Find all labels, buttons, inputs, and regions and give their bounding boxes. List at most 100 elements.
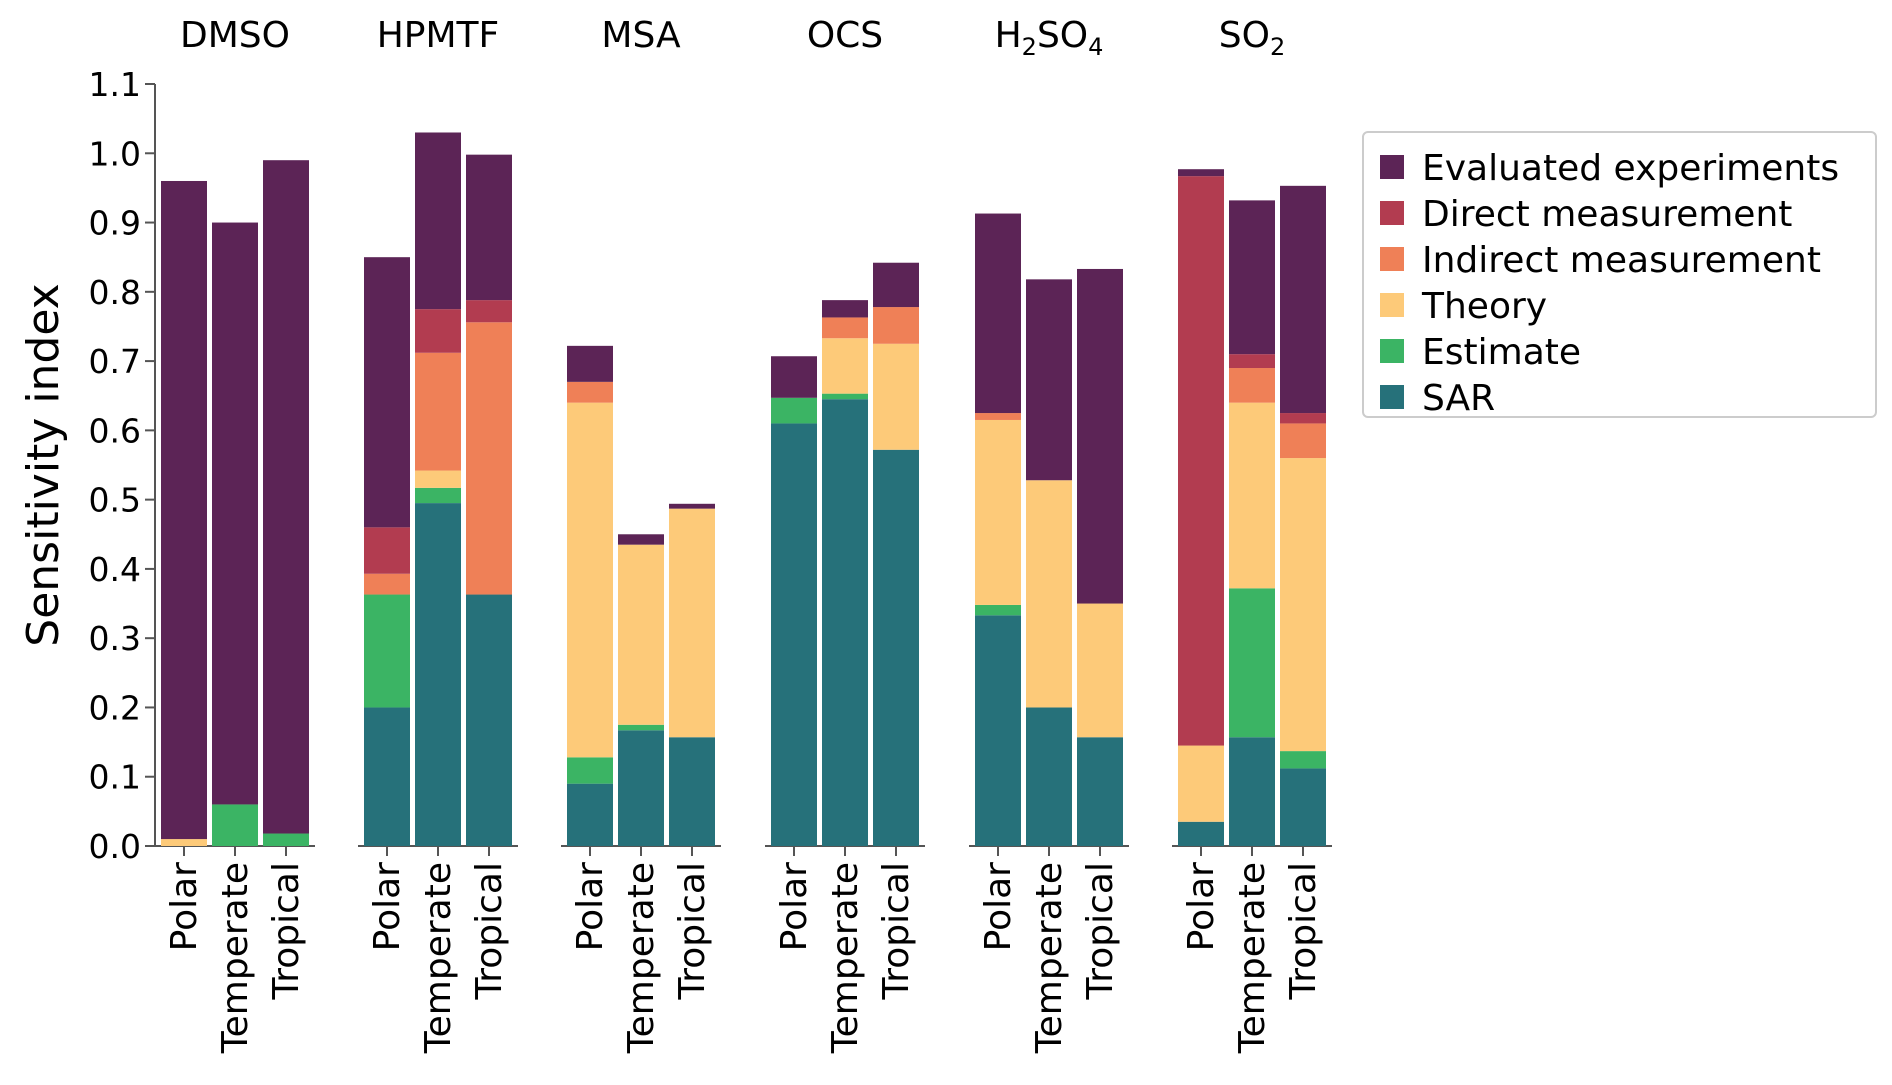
bar-segment-indirect-measurement bbox=[415, 352, 461, 471]
panel-title-part: 4 bbox=[1088, 33, 1103, 61]
bar-segment-sar bbox=[1229, 737, 1275, 846]
bar-segment-direct-measurement bbox=[1229, 354, 1275, 369]
bar-segment-theory bbox=[567, 402, 613, 758]
bar-segment-indirect-measurement bbox=[364, 573, 410, 595]
bar-segment-evaluated-experiments bbox=[873, 262, 919, 308]
y-tick-label: 0.0 bbox=[89, 827, 141, 866]
y-tick-label: 0.3 bbox=[89, 619, 141, 658]
bar-segment-sar bbox=[466, 594, 512, 846]
bar-segment-evaluated-experiments bbox=[1280, 185, 1326, 414]
panel-title: SO2 bbox=[1219, 15, 1285, 61]
bar-segment-evaluated-experiments bbox=[161, 180, 207, 840]
bar-segment-sar bbox=[873, 449, 919, 846]
x-tick-label: Temperate bbox=[825, 862, 866, 1054]
bar-segment-evaluated-experiments bbox=[1077, 268, 1123, 604]
y-tick-label: 0.6 bbox=[89, 411, 141, 450]
bar-segment-evaluated-experiments bbox=[1229, 200, 1275, 355]
panel-title: H2SO4 bbox=[995, 15, 1104, 61]
bar-segment-estimate bbox=[771, 397, 817, 424]
legend-label: Indirect measurement bbox=[1422, 240, 1821, 281]
bar-segment-sar bbox=[771, 423, 817, 846]
legend-swatch bbox=[1380, 385, 1404, 409]
bar-segment-evaluated-experiments bbox=[975, 213, 1021, 414]
bar-segment-indirect-measurement bbox=[822, 317, 868, 339]
bar-segment-estimate bbox=[822, 393, 868, 400]
legend-swatch bbox=[1380, 293, 1404, 317]
bar-segment-theory bbox=[1026, 480, 1072, 708]
bar-segment-theory bbox=[1077, 603, 1123, 738]
panel-title: MSA bbox=[601, 15, 681, 56]
bar-segment-theory bbox=[1229, 402, 1275, 589]
bar-segment-indirect-measurement bbox=[466, 322, 512, 595]
legend-label: Estimate bbox=[1422, 332, 1581, 373]
x-tick-label: Tropical bbox=[1283, 862, 1324, 1000]
bar-segment-evaluated-experiments bbox=[822, 300, 868, 318]
y-tick-label: 0.2 bbox=[89, 688, 141, 727]
bar-segment-sar bbox=[618, 730, 664, 846]
bar-segment-theory bbox=[822, 338, 868, 394]
bar-segment-direct-measurement bbox=[466, 300, 512, 323]
y-tick-label: 0.7 bbox=[89, 342, 141, 381]
bar-segment-sar bbox=[567, 783, 613, 846]
legend-label: Evaluated experiments bbox=[1422, 148, 1839, 189]
bar-segment-estimate bbox=[1280, 751, 1326, 769]
bar-segment-sar bbox=[669, 737, 715, 846]
x-tick-label: Temperate bbox=[418, 862, 459, 1054]
y-axis-label: Sensitivity index bbox=[18, 283, 69, 646]
bar-segment-indirect-measurement bbox=[1229, 368, 1275, 403]
bar-segment-evaluated-experiments bbox=[618, 534, 664, 545]
x-tick-label: Polar bbox=[367, 862, 408, 952]
x-tick-label: Polar bbox=[1181, 862, 1222, 952]
panel-title: DMSO bbox=[180, 15, 290, 56]
bar-segment-sar bbox=[975, 615, 1021, 846]
panel-title: OCS bbox=[807, 15, 883, 56]
bar-segment-estimate bbox=[212, 804, 258, 846]
legend-label: Theory bbox=[1421, 286, 1547, 327]
bar-segment-evaluated-experiments bbox=[415, 132, 461, 310]
bar-segment-theory bbox=[669, 508, 715, 738]
legend-swatch bbox=[1380, 155, 1404, 179]
bar-segment-sar bbox=[1077, 737, 1123, 846]
legend-swatch bbox=[1380, 339, 1404, 363]
panel-title-main: MSA bbox=[601, 15, 681, 56]
y-tick-label: 0.4 bbox=[89, 550, 141, 589]
bar-segment-evaluated-experiments bbox=[1026, 279, 1072, 481]
y-tick-label: 0.5 bbox=[89, 481, 141, 520]
bar-segment-evaluated-experiments bbox=[1178, 169, 1224, 177]
bar-segment-theory bbox=[415, 470, 461, 488]
panel-title-main: OCS bbox=[807, 15, 883, 56]
bar-segment-evaluated-experiments bbox=[212, 222, 258, 805]
bar-segment-estimate bbox=[975, 604, 1021, 616]
bar-segment-theory bbox=[161, 839, 207, 846]
bar-segment-evaluated-experiments bbox=[364, 257, 410, 528]
bar-segment-evaluated-experiments bbox=[567, 345, 613, 382]
x-tick-label: Polar bbox=[164, 862, 205, 952]
bar-segment-evaluated-experiments bbox=[669, 503, 715, 509]
bar-segment-indirect-measurement bbox=[567, 381, 613, 403]
legend-swatch bbox=[1380, 247, 1404, 271]
bar-segment-direct-measurement bbox=[415, 309, 461, 353]
panel-title-main: DMSO bbox=[180, 15, 290, 56]
bar-segment-theory bbox=[873, 343, 919, 450]
bar-segment-estimate bbox=[618, 724, 664, 731]
legend-swatch bbox=[1380, 201, 1404, 225]
x-tick-label: Polar bbox=[570, 862, 611, 952]
bar-segment-sar bbox=[822, 399, 868, 846]
x-tick-label: Temperate bbox=[1232, 862, 1273, 1054]
y-tick-label: 0.9 bbox=[89, 204, 141, 243]
bar-segment-estimate bbox=[364, 594, 410, 708]
x-tick-label: Tropical bbox=[266, 862, 307, 1000]
x-tick-label: Tropical bbox=[469, 862, 510, 1000]
x-tick-label: Temperate bbox=[215, 862, 256, 1054]
panel-title-main: SO bbox=[1219, 15, 1270, 56]
legend-label: SAR bbox=[1422, 378, 1495, 419]
panel-title-main: HPMTF bbox=[377, 15, 500, 56]
bar-segment-theory bbox=[618, 544, 664, 725]
panel-title: HPMTF bbox=[377, 15, 500, 56]
bar-segment-theory bbox=[1280, 458, 1326, 752]
bar-segment-estimate bbox=[415, 487, 461, 504]
legend-label: Direct measurement bbox=[1422, 194, 1792, 235]
bar-segment-indirect-measurement bbox=[975, 413, 1021, 420]
bar-segment-sar bbox=[1026, 707, 1072, 846]
